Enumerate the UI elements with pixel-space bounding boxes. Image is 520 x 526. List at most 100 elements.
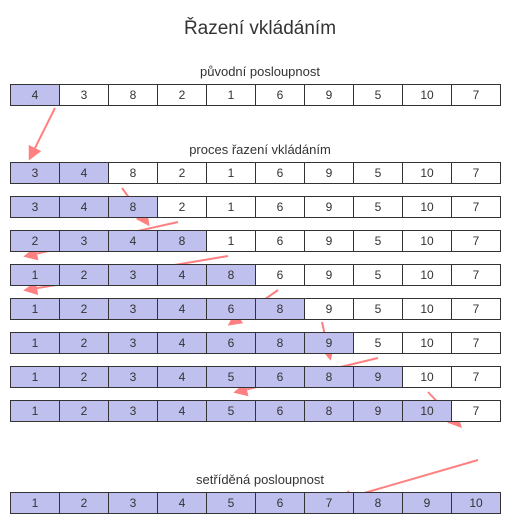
process-row-1-cell: 10 xyxy=(402,196,452,218)
process-row-4-cell: 1 xyxy=(10,298,60,320)
initial-row-cell: 3 xyxy=(59,84,109,106)
process-row-5: 12346895107 xyxy=(10,332,501,354)
process-row-1-cell: 7 xyxy=(451,196,501,218)
process-row-0-cell: 7 xyxy=(451,162,501,184)
process-row-7-cell: 1 xyxy=(10,400,60,422)
process-row-2-cell: 4 xyxy=(108,230,158,252)
process-row-3-cell: 1 xyxy=(10,264,60,286)
sorted-row-cell: 6 xyxy=(255,492,305,514)
sorted-row-cell: 1 xyxy=(10,492,60,514)
process-row-3-cell: 4 xyxy=(157,264,207,286)
sorted-row-cell: 9 xyxy=(402,492,452,514)
process-row-7-cell: 4 xyxy=(157,400,207,422)
process-row-6-cell: 10 xyxy=(402,366,452,388)
process-row-5-cell: 5 xyxy=(353,332,403,354)
process-row-3-cell: 6 xyxy=(255,264,305,286)
process-row-4-cell: 3 xyxy=(108,298,158,320)
sorted-row-cell: 8 xyxy=(353,492,403,514)
subtitle-sorted: setříděná posloupnost xyxy=(0,472,520,487)
initial-row-cell: 2 xyxy=(157,84,207,106)
process-row-3-cell: 9 xyxy=(304,264,354,286)
process-row-7-cell: 3 xyxy=(108,400,158,422)
process-row-0-cell: 2 xyxy=(157,162,207,184)
process-row-0-cell: 6 xyxy=(255,162,305,184)
initial-row-cell: 10 xyxy=(402,84,452,106)
process-row-5-cell: 9 xyxy=(304,332,354,354)
process-row-7-cell: 2 xyxy=(59,400,109,422)
process-row-7-cell: 8 xyxy=(304,400,354,422)
sorted-row-cell: 5 xyxy=(206,492,256,514)
process-row-5-cell: 7 xyxy=(451,332,501,354)
process-row-7-cell: 10 xyxy=(402,400,452,422)
process-row-4-cell: 4 xyxy=(157,298,207,320)
process-row-5-cell: 2 xyxy=(59,332,109,354)
process-row-0-cell: 3 xyxy=(10,162,60,184)
initial-row-cell: 9 xyxy=(304,84,354,106)
process-row-2-cell: 1 xyxy=(206,230,256,252)
process-row-2-cell: 9 xyxy=(304,230,354,252)
sorted-row: 12345678910 xyxy=(10,492,501,514)
sorted-row-cell: 3 xyxy=(108,492,158,514)
process-row-1-cell: 8 xyxy=(108,196,158,218)
process-row-5-cell: 3 xyxy=(108,332,158,354)
process-row-6-cell: 7 xyxy=(451,366,501,388)
process-row-3-cell: 10 xyxy=(402,264,452,286)
sorted-row-cell: 10 xyxy=(451,492,501,514)
process-row-3-cell: 3 xyxy=(108,264,158,286)
process-row-1-cell: 9 xyxy=(304,196,354,218)
process-row-3-cell: 2 xyxy=(59,264,109,286)
process-row-4-cell: 10 xyxy=(402,298,452,320)
main-title: Řazení vkládáním xyxy=(0,18,520,40)
sorted-row-cell: 7 xyxy=(304,492,354,514)
initial-row-cell: 7 xyxy=(451,84,501,106)
process-row-4-cell: 6 xyxy=(206,298,256,320)
subtitle-process: proces řazení vkládáním xyxy=(0,142,520,157)
subtitle-original: původní posloupnost xyxy=(0,64,520,79)
process-row-1-cell: 3 xyxy=(10,196,60,218)
process-row-6-cell: 2 xyxy=(59,366,109,388)
process-row-5-cell: 6 xyxy=(206,332,256,354)
process-row-7: 12345689107 xyxy=(10,400,501,422)
process-row-2-cell: 10 xyxy=(402,230,452,252)
process-row-3-cell: 8 xyxy=(206,264,256,286)
process-row-6-cell: 3 xyxy=(108,366,158,388)
process-row-1: 34821695107 xyxy=(10,196,501,218)
process-row-4-cell: 7 xyxy=(451,298,501,320)
process-row-7-cell: 5 xyxy=(206,400,256,422)
process-row-6-cell: 9 xyxy=(353,366,403,388)
process-row-3-cell: 7 xyxy=(451,264,501,286)
process-row-6-cell: 5 xyxy=(206,366,256,388)
process-row-2: 23481695107 xyxy=(10,230,501,252)
process-row-0-cell: 5 xyxy=(353,162,403,184)
sorted-row-cell: 4 xyxy=(157,492,207,514)
process-row-6-cell: 8 xyxy=(304,366,354,388)
process-row-2-cell: 6 xyxy=(255,230,305,252)
initial-row-cell: 8 xyxy=(108,84,158,106)
initial-row: 43821695107 xyxy=(10,84,501,106)
process-row-0-cell: 10 xyxy=(402,162,452,184)
process-row-1-cell: 4 xyxy=(59,196,109,218)
process-row-1-cell: 6 xyxy=(255,196,305,218)
process-row-0-cell: 4 xyxy=(59,162,109,184)
process-row-2-cell: 7 xyxy=(451,230,501,252)
process-row-6-cell: 4 xyxy=(157,366,207,388)
process-row-7-cell: 6 xyxy=(255,400,305,422)
process-row-5-cell: 1 xyxy=(10,332,60,354)
process-row-5-cell: 10 xyxy=(402,332,452,354)
process-row-5-cell: 8 xyxy=(255,332,305,354)
process-row-0-cell: 9 xyxy=(304,162,354,184)
process-row-4-cell: 8 xyxy=(255,298,305,320)
process-row-4-cell: 2 xyxy=(59,298,109,320)
process-row-7-cell: 7 xyxy=(451,400,501,422)
process-row-2-cell: 3 xyxy=(59,230,109,252)
process-row-2-cell: 8 xyxy=(157,230,207,252)
process-row-0-cell: 1 xyxy=(206,162,256,184)
process-row-1-cell: 5 xyxy=(353,196,403,218)
sorted-row-cell: 2 xyxy=(59,492,109,514)
process-row-6-cell: 6 xyxy=(255,366,305,388)
process-row-4-cell: 5 xyxy=(353,298,403,320)
process-row-2-cell: 5 xyxy=(353,230,403,252)
process-row-4-cell: 9 xyxy=(304,298,354,320)
initial-row-cell: 4 xyxy=(10,84,60,106)
process-row-4: 12346895107 xyxy=(10,298,501,320)
